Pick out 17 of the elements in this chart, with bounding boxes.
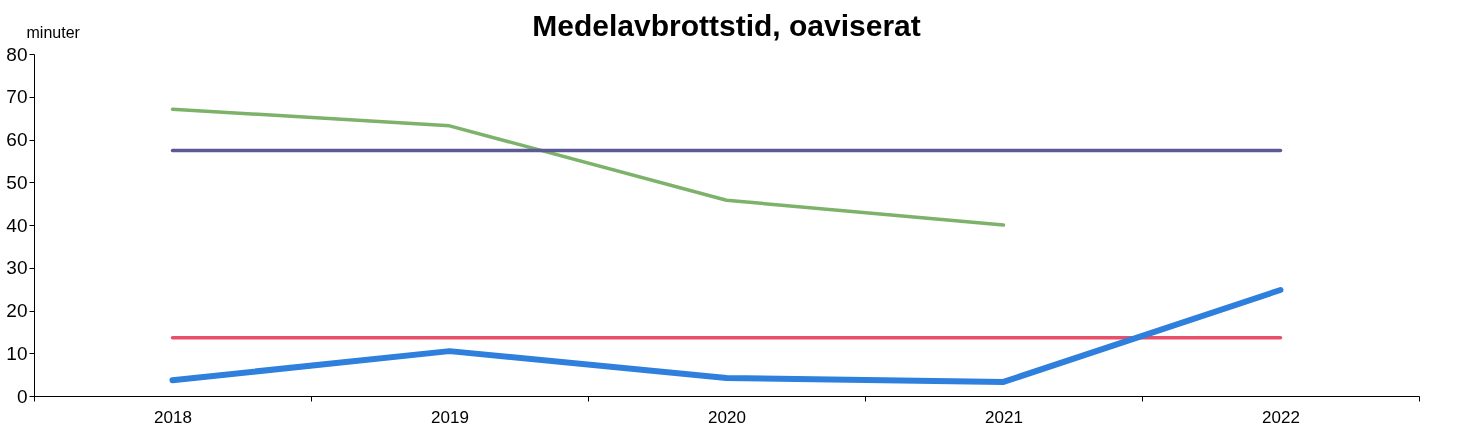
y-tick-label: 20	[6, 300, 28, 321]
x-tick-label: 2019	[431, 407, 469, 427]
chart-title: Medelavbrottstid, oaviserat	[532, 9, 921, 42]
x-tick-label: 2018	[154, 407, 192, 427]
y-tick-label: 80	[6, 43, 28, 65]
y-tick-label: 70	[6, 86, 28, 108]
line-series	[170, 107, 1006, 227]
x-tick-label: 2020	[708, 407, 746, 427]
y-tick-label: 30	[6, 257, 28, 279]
y-axis-title: minuter	[26, 23, 81, 41]
x-tick-label: 2021	[985, 407, 1023, 427]
y-tick-label: 10	[6, 342, 28, 364]
y-tick-label: 40	[6, 214, 28, 236]
y-tick-label: 50	[6, 171, 28, 193]
y-tick-label: 60	[6, 129, 28, 150]
x-tick-label: 2022	[1262, 407, 1300, 427]
y-tick-label: 0	[16, 385, 28, 407]
